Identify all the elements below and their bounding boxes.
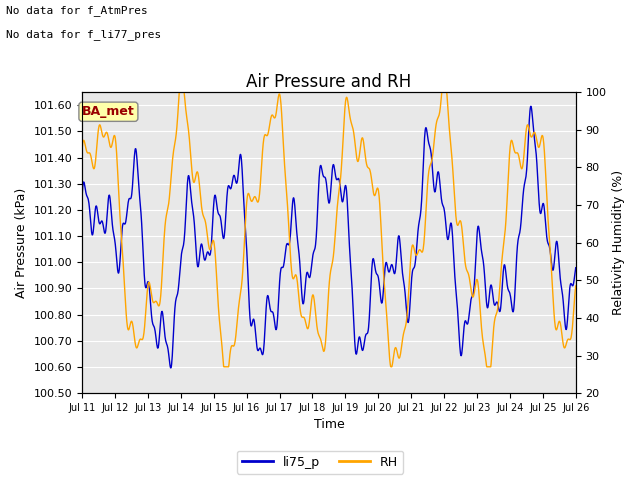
RH — [360, 140, 367, 145]
Y-axis label: Relativity Humidity (%): Relativity Humidity (%) — [612, 170, 625, 315]
RH — [288, 273, 296, 278]
RH — [307, 300, 315, 306]
RH — [220, 364, 228, 370]
Line: li75_p: li75_p — [82, 106, 576, 368]
li75_p — [116, 254, 124, 260]
Text: No data for f_li77_pres: No data for f_li77_pres — [6, 29, 162, 40]
li75_p — [78, 194, 86, 200]
li75_p — [527, 103, 535, 109]
Line: RH: RH — [82, 92, 576, 367]
li75_p — [298, 294, 306, 300]
RH — [572, 283, 580, 289]
RH — [136, 336, 144, 342]
Legend: li75_p, RH: li75_p, RH — [237, 451, 403, 474]
Y-axis label: Air Pressure (kPa): Air Pressure (kPa) — [15, 188, 28, 298]
li75_p — [288, 210, 296, 216]
RH — [175, 89, 183, 95]
Text: No data for f_AtmPres: No data for f_AtmPres — [6, 5, 148, 16]
X-axis label: Time: Time — [314, 419, 344, 432]
Text: BA_met: BA_met — [82, 105, 135, 118]
li75_p — [136, 202, 144, 208]
li75_p — [360, 346, 367, 352]
RH — [78, 147, 86, 153]
Title: Air Pressure and RH: Air Pressure and RH — [246, 72, 412, 91]
RH — [298, 314, 306, 320]
RH — [116, 217, 124, 223]
li75_p — [307, 268, 315, 274]
li75_p — [167, 365, 175, 371]
li75_p — [572, 265, 580, 271]
